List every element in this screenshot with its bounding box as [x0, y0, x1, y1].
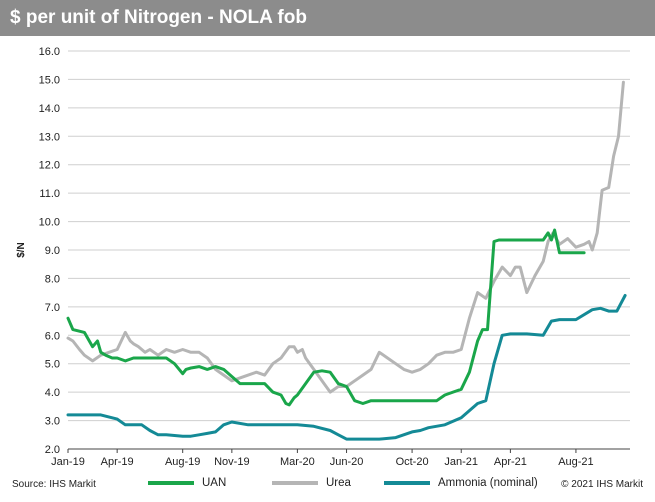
- y-tick-label: 9.0: [45, 245, 60, 257]
- y-tick-label: 11.0: [39, 188, 60, 200]
- series-line-urea: [66, 80, 625, 394]
- y-tick-label: 15.0: [39, 74, 60, 86]
- legend-label-uan: UAN: [202, 477, 227, 489]
- legend-item-urea: Urea: [272, 477, 351, 489]
- copyright-note: © 2021 IHS Markit: [561, 479, 643, 490]
- y-tick-label: 8.0: [45, 273, 60, 285]
- chart-title: $ per unit of Nitrogen - NOLA fob: [10, 7, 307, 28]
- legend-label-ammonia: Ammonia (nominal): [438, 477, 538, 489]
- legend-item-ammonia: Ammonia (nominal): [384, 477, 538, 489]
- y-tick-label: 4.0: [45, 387, 60, 399]
- series-line-ammonia-nominal: [66, 294, 627, 441]
- legend-swatch-uan: [148, 481, 194, 485]
- y-tick-label: 3.0: [45, 416, 60, 428]
- x-tick-label: Nov-19: [214, 456, 249, 468]
- x-tick-label: Jun-20: [330, 456, 364, 468]
- y-tick-label: 13.0: [39, 131, 60, 143]
- legend-item-uan: UAN: [148, 477, 226, 489]
- y-tick-label: 14.0: [39, 103, 60, 115]
- line-chart: 2.0 3.0 4.0 5.0 6.0 7.0 8.0 9.0 10.0 11.0 12.0 13.0…: [16, 46, 630, 468]
- x-tick-label: Aug-19: [165, 456, 200, 468]
- series-line-uan: [66, 228, 586, 407]
- x-tick-label: Aug-21: [558, 456, 593, 468]
- y-tick-label: 6.0: [45, 330, 60, 342]
- x-tick-label: Apr-21: [494, 456, 527, 468]
- legend: UAN Urea Ammonia (nominal): [0, 477, 655, 495]
- x-tick-label: Jan-19: [51, 456, 85, 468]
- y-tick-label: 2.0: [45, 444, 60, 456]
- chart-title-bar: $ per unit of Nitrogen - NOLA fob: [0, 0, 655, 36]
- x-tick-label: Oct-20: [396, 456, 429, 468]
- y-tick-label: 16.0: [39, 46, 60, 58]
- y-tick-label: 12.0: [39, 160, 60, 172]
- x-tick-label: Jan-21: [444, 456, 478, 468]
- y-tick-label: 7.0: [45, 302, 60, 314]
- y-tick-label: 10.0: [39, 217, 60, 229]
- legend-swatch-urea: [272, 481, 318, 485]
- legend-label-urea: Urea: [326, 477, 351, 489]
- x-tick-label: Apr-19: [101, 456, 134, 468]
- x-tick-label: Mar-20: [280, 456, 315, 468]
- legend-swatch-ammonia: [384, 481, 430, 485]
- y-axis-label: $/N: [16, 242, 27, 258]
- y-tick-label: 5.0: [45, 359, 60, 371]
- source-note: Source: IHS Markit: [12, 479, 96, 490]
